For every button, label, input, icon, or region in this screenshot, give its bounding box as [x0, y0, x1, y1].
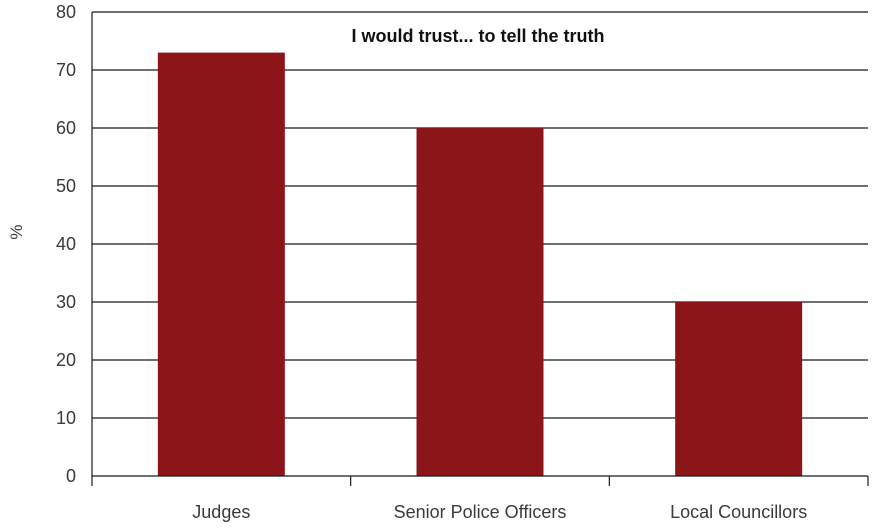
y-axis-label: %: [7, 224, 26, 239]
bar: [157, 52, 285, 476]
chart-title: I would trust... to tell the truth: [352, 26, 605, 46]
y-tick-label: 40: [56, 234, 76, 254]
y-tick-label: 60: [56, 118, 76, 138]
bar: [416, 128, 544, 476]
axes: [91, 12, 869, 486]
x-tick-label: Senior Police Officers: [394, 502, 567, 522]
y-tick-labels: 0 10 20 30 40 50 60 70 80: [56, 2, 76, 486]
y-tick-label: 20: [56, 350, 76, 370]
y-tick-label: 70: [56, 60, 76, 80]
x-tick-label: Local Councillors: [670, 502, 807, 522]
y-tick-label: 0: [66, 466, 76, 486]
x-tick-labels: Judges Senior Police Officers Local Counci…: [192, 502, 807, 522]
bars: [157, 52, 803, 476]
y-tick-label: 10: [56, 408, 76, 428]
y-tick-label: 80: [56, 2, 76, 22]
y-tick-label: 50: [56, 176, 76, 196]
bar: [675, 302, 803, 476]
y-tick-label: 30: [56, 292, 76, 312]
x-tick-label: Judges: [192, 502, 250, 522]
